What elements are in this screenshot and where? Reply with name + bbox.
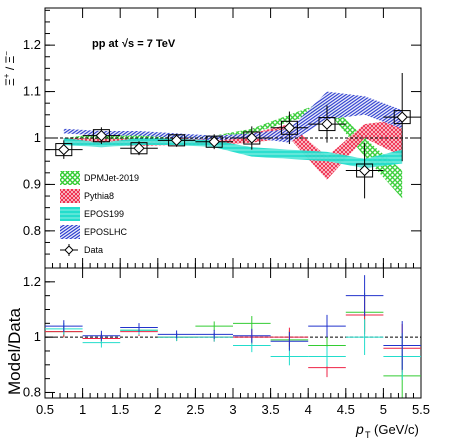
svg-text:Ξ+ / Ξ−: Ξ+ / Ξ− <box>2 51 17 86</box>
data-marker <box>321 118 333 130</box>
data-marker <box>396 111 408 123</box>
data-sys-box <box>318 117 336 132</box>
ratio-point <box>195 329 233 339</box>
data-marker <box>95 129 108 142</box>
ratio-point <box>233 328 271 343</box>
top-ytick-label: 0.9 <box>23 176 41 191</box>
model-band-epos199 <box>63 138 403 169</box>
ratio-point <box>383 321 421 370</box>
ratio-point <box>157 330 196 339</box>
ratio-point <box>270 331 309 351</box>
bottom-ytick-label: 0.8 <box>23 384 41 399</box>
ratio-point <box>270 347 309 366</box>
data-point <box>308 105 346 143</box>
data-sys-box <box>356 163 374 178</box>
ratio-point <box>233 316 271 331</box>
data-marker <box>170 134 183 147</box>
data-point <box>120 141 158 156</box>
model-band-eposlhc <box>63 91 403 143</box>
top-ytick-label: 1.2 <box>23 37 41 52</box>
xlabel-sub: T <box>365 430 371 440</box>
ratio-point <box>82 330 121 341</box>
xtick-label: 1 <box>79 402 86 417</box>
data-point <box>270 111 309 145</box>
xtick-label: 0.5 <box>36 402 54 417</box>
data-point <box>82 127 121 145</box>
top-ytick-label: 1 <box>34 130 41 145</box>
data-sys-box <box>92 129 110 143</box>
xtick-label: 3.5 <box>262 402 280 417</box>
legend-label: Data <box>84 245 103 255</box>
xlabel-p: p <box>355 421 364 437</box>
top-ylabel: Ξ+ / Ξ− <box>2 51 17 86</box>
xtick-label: 4.5 <box>337 402 355 417</box>
top-panel: 0.8 0.9 1 1.1 1.2 <box>23 7 422 269</box>
data-marker <box>283 122 296 134</box>
top-ytick-label: 0.8 <box>23 223 41 238</box>
xtick-label: 5.5 <box>412 402 430 417</box>
bottom-ytick-label: 1 <box>34 329 41 344</box>
xtick-label: 3 <box>229 402 236 417</box>
data-point <box>195 134 233 150</box>
ratio-point <box>45 320 83 332</box>
data-point <box>157 133 196 147</box>
data-marker <box>208 136 220 148</box>
bottom-panel: 0.5 1 1.5 2 2.5 3 3.5 4 4.5 5 5.5 0.8 1 1.2 <box>23 267 430 417</box>
data-sys-box <box>243 131 261 145</box>
legend-swatch <box>60 189 80 203</box>
data-sys-box <box>280 120 298 135</box>
data-marker <box>58 143 70 156</box>
top-ytick-label: 1.1 <box>23 84 41 99</box>
xtick-label: 5 <box>380 402 387 417</box>
ylabel-numerator-sup: + <box>2 73 11 78</box>
data-marker <box>133 142 145 154</box>
ratio-point <box>195 321 233 331</box>
legend-label: EPOS199 <box>84 209 124 219</box>
ylabel-denominator: Ξ <box>3 56 17 64</box>
legend-swatch <box>60 225 80 239</box>
data-point <box>45 140 83 159</box>
model-band-pythia8 <box>63 119 403 180</box>
legend-data-marker <box>64 245 74 255</box>
legend-label: Pythia8 <box>84 191 114 201</box>
ratio-point <box>345 275 384 317</box>
xtick-label: 1.5 <box>111 402 129 417</box>
ratio-point <box>345 319 384 355</box>
data-sys-box <box>55 143 73 157</box>
ratio-point <box>120 323 158 332</box>
bottom-ytick-label: 1.2 <box>23 274 41 289</box>
bottom-ylabel: Model/Data <box>5 308 24 395</box>
ratio-point <box>308 346 346 367</box>
xtick-label: 2 <box>154 402 161 417</box>
legend: DPMJet-2019 Pythia8 EPOS199 EPOSLHC Data <box>60 171 139 256</box>
data-point <box>233 126 271 150</box>
xtick-label: 2.5 <box>186 402 204 417</box>
data-point <box>345 142 384 199</box>
xtick-label: 4 <box>305 402 312 417</box>
ylabel-numerator: Ξ <box>3 78 17 86</box>
data-marker <box>358 164 371 177</box>
data-sys-box <box>393 110 411 125</box>
data-point <box>383 73 421 162</box>
ratio-point <box>308 314 346 338</box>
annotation-energy: √s = 7 TeV <box>122 38 176 50</box>
xlabel-unit: (GeV/c) <box>374 422 419 437</box>
annotation-prefix: pp at <box>92 38 119 50</box>
ylabel-denominator-sup: − <box>2 51 11 56</box>
data-marker <box>246 132 258 144</box>
legend-swatch <box>60 207 80 221</box>
legend-swatch <box>60 171 80 185</box>
legend-label: DPMJet-2019 <box>84 173 139 183</box>
legend-label: EPOSLHC <box>84 227 128 237</box>
